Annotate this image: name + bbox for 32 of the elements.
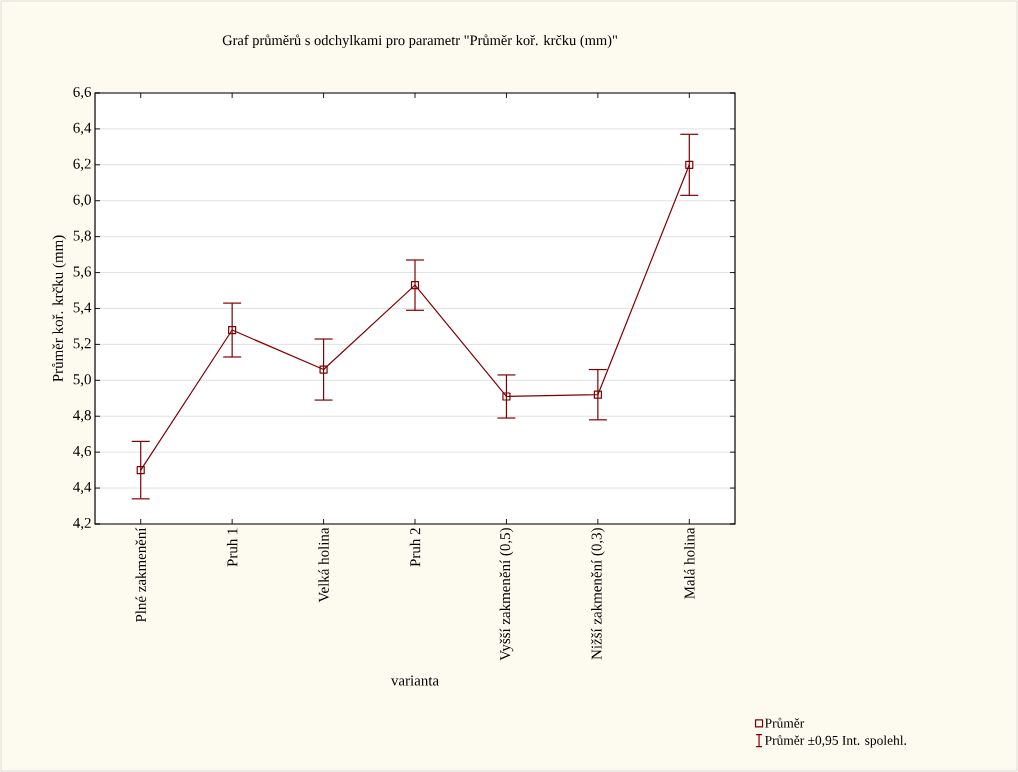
x-tick-label: Velká holina [318, 527, 329, 603]
y-tick-label: 4,4 [73, 482, 92, 495]
point [410, 281, 420, 290]
y-tick-label: 4,2 [73, 517, 91, 531]
y-tick-label: 5,8 [73, 230, 91, 243]
y-tick-label: 4,6 [73, 446, 92, 459]
y-tick-label: 6,2 [73, 158, 91, 171]
chart-title: Graf průměrů s odchylkami pro parametr "Průměr koř. krčku (mm)" [222, 34, 617, 49]
point [685, 160, 694, 169]
x-tick-label: Nižší zakmenění (0,3) [591, 528, 605, 660]
y-tick-label: 5,4 [73, 302, 92, 315]
point [319, 365, 328, 374]
x-tick-label: Pruh 2 [409, 528, 421, 567]
point [228, 325, 237, 335]
y-tick-label: 5,6 [73, 266, 92, 279]
x-tick-label: Plné zakmenění [135, 527, 146, 623]
y-tick-label: 5,2 [73, 338, 91, 351]
point [136, 466, 145, 475]
point [502, 392, 511, 401]
y-tick-label: 5,0 [73, 374, 91, 387]
legend-label: Průměr [765, 717, 805, 728]
y-axis-title: Průměr koř. krčku (mm) [51, 235, 66, 382]
y-tick-label: 6,6 [73, 86, 92, 100]
point [593, 390, 602, 399]
y-tick-label: 4,8 [73, 410, 91, 423]
x-tick-label: Pruh 1 [226, 528, 238, 567]
text: Průměr ±0,95 Int. spolehl. [765, 735, 906, 748]
y-tick-label: 6,4 [73, 122, 92, 135]
x-tick-label: Vyšší zakmenění (0,5) [499, 528, 514, 661]
x-axis-title: varianta [390, 675, 439, 686]
y-tick-label: 6,0 [73, 194, 91, 207]
x-tick-label: Malá holina [684, 527, 695, 599]
